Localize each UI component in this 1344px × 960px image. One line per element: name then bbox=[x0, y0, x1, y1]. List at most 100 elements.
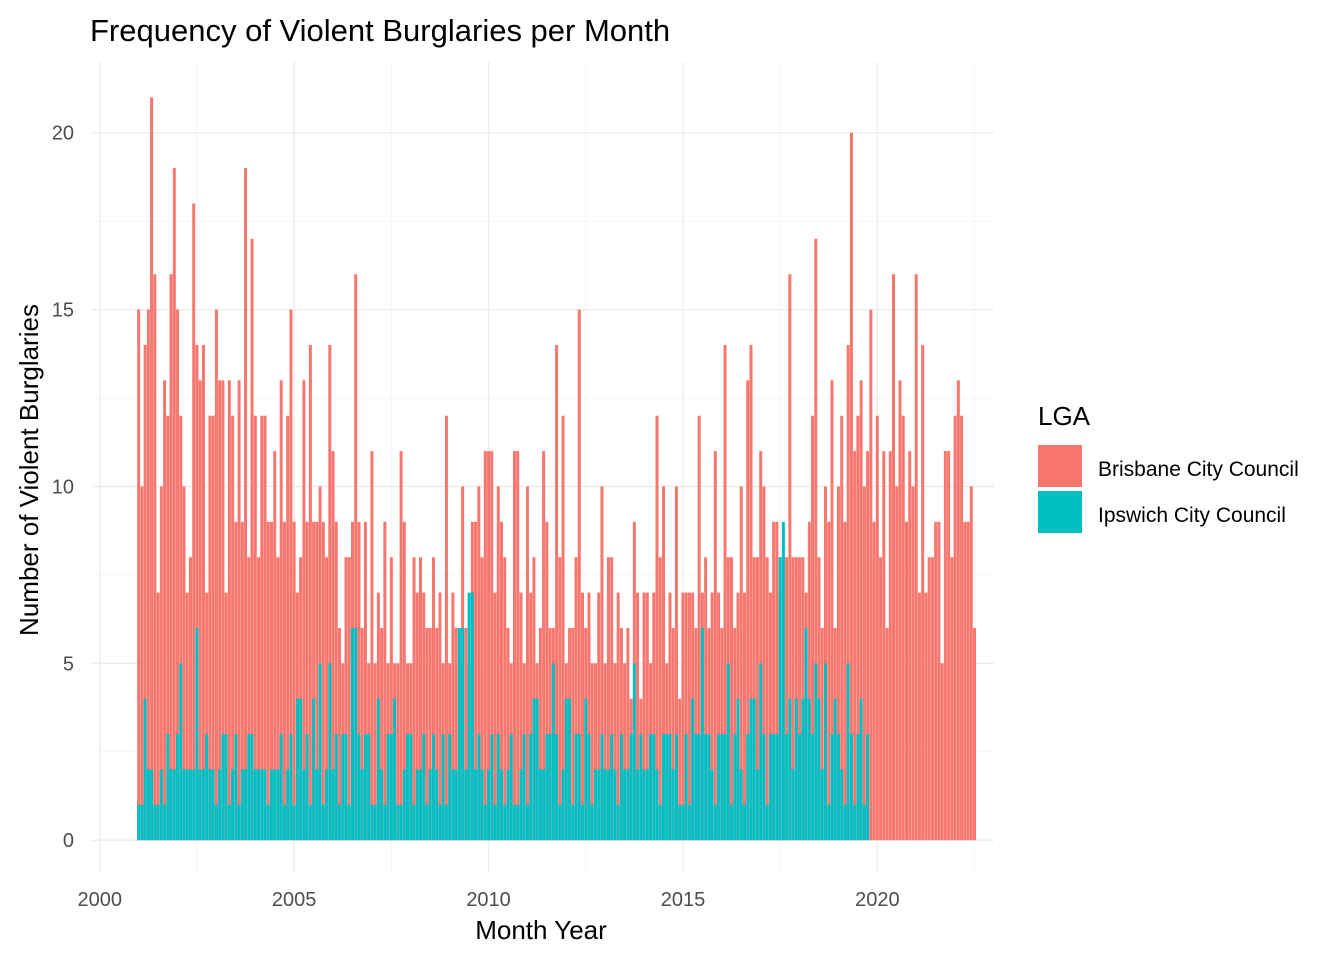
bar-brisbane bbox=[613, 663, 617, 841]
legend: LGA Brisbane City Council Ipswich City C… bbox=[1038, 401, 1299, 533]
bar-brisbane bbox=[146, 309, 150, 841]
bar-ipswich bbox=[788, 698, 792, 841]
bar-brisbane bbox=[759, 451, 763, 841]
bar-brisbane bbox=[655, 415, 659, 841]
bar-ipswich bbox=[684, 734, 688, 841]
bar-brisbane bbox=[483, 451, 487, 841]
bar-brisbane bbox=[176, 309, 180, 841]
bar-ipswich bbox=[143, 698, 147, 841]
bar-brisbane bbox=[555, 344, 559, 841]
bar-brisbane bbox=[237, 380, 241, 841]
bar-ipswich bbox=[590, 804, 594, 841]
legend-key-ipswich bbox=[1038, 491, 1082, 533]
bar-brisbane bbox=[402, 521, 406, 841]
bar-brisbane bbox=[856, 415, 860, 841]
bar-brisbane bbox=[581, 592, 584, 841]
bar-ipswich bbox=[483, 804, 487, 841]
bar-ipswich bbox=[412, 804, 416, 841]
bar-brisbane bbox=[969, 486, 973, 841]
bar-ipswich bbox=[862, 804, 866, 841]
bar-ipswich bbox=[227, 804, 231, 841]
bar-brisbane bbox=[730, 557, 734, 841]
bar-ipswich bbox=[137, 804, 141, 841]
bar-ipswich bbox=[704, 734, 708, 841]
bar-ipswich bbox=[658, 804, 662, 841]
bar-brisbane bbox=[593, 663, 597, 841]
bar-ipswich bbox=[629, 734, 633, 841]
bar-brisbane bbox=[150, 97, 154, 841]
bar-ipswich bbox=[146, 769, 150, 841]
bar-ipswich bbox=[240, 769, 244, 841]
bar-brisbane bbox=[875, 415, 879, 841]
bar-ipswich bbox=[376, 698, 380, 841]
bar-ipswich bbox=[623, 769, 627, 841]
bar-brisbane bbox=[768, 592, 772, 841]
bar-brisbane bbox=[610, 557, 614, 841]
bar-brisbane bbox=[908, 451, 912, 841]
bar-brisbane bbox=[849, 132, 853, 841]
bar-brisbane bbox=[166, 415, 170, 841]
bar-brisbane bbox=[937, 521, 941, 841]
bar-ipswich bbox=[798, 734, 802, 841]
bar-ipswich bbox=[357, 734, 361, 841]
bar-brisbane bbox=[616, 592, 620, 841]
bar-brisbane bbox=[882, 451, 886, 841]
bar-brisbane bbox=[419, 557, 423, 841]
bar-brisbane bbox=[282, 521, 286, 841]
bar-ipswich bbox=[224, 734, 228, 841]
bar-ipswich bbox=[665, 734, 669, 841]
bar-ipswich bbox=[762, 734, 766, 841]
bar-brisbane bbox=[710, 592, 714, 841]
bar-ipswich bbox=[801, 698, 805, 841]
chart-title: Frequency of Violent Burglaries per Mont… bbox=[90, 13, 670, 48]
bar-brisbane bbox=[500, 521, 504, 841]
bar-ipswich bbox=[312, 698, 316, 841]
bar-ipswich bbox=[441, 734, 445, 841]
bar-brisbane bbox=[879, 557, 883, 841]
bar-brisbane bbox=[619, 627, 623, 841]
bar-ipswich bbox=[717, 734, 721, 841]
bar-brisbane bbox=[143, 344, 147, 841]
bar-brisbane bbox=[671, 627, 675, 841]
bar-brisbane bbox=[260, 415, 264, 841]
bar-brisbane bbox=[840, 415, 844, 841]
bar-ipswich bbox=[198, 769, 202, 841]
bar-brisbane bbox=[182, 486, 186, 841]
bar-ipswich bbox=[451, 769, 455, 841]
bar-brisbane bbox=[487, 451, 491, 841]
legend-key-brisbane bbox=[1038, 445, 1082, 487]
bar-brisbane bbox=[811, 415, 815, 841]
bar-ipswich bbox=[295, 698, 299, 841]
bar-brisbane bbox=[911, 486, 915, 841]
y-axis-title: Number of Violent Burglaries bbox=[14, 304, 44, 636]
bar-brisbane bbox=[746, 380, 750, 841]
bar-ipswich bbox=[396, 804, 400, 841]
bar-ipswich bbox=[691, 698, 695, 841]
bar-ipswich bbox=[597, 769, 601, 841]
bar-brisbane bbox=[814, 238, 818, 841]
bar-ipswich bbox=[814, 663, 818, 841]
bar-ipswich bbox=[490, 734, 494, 841]
y-tick-label: 20 bbox=[52, 123, 74, 145]
bar-brisbane bbox=[357, 521, 361, 841]
bar-ipswich bbox=[140, 804, 144, 841]
bar-ipswich bbox=[558, 804, 562, 841]
bar-ipswich bbox=[512, 804, 516, 841]
bar-ipswich bbox=[428, 769, 432, 841]
bar-ipswich bbox=[159, 769, 163, 841]
bar-ipswich bbox=[519, 769, 523, 841]
bar-brisbane bbox=[642, 592, 646, 841]
bar-brisbane bbox=[571, 627, 575, 841]
bar-brisbane bbox=[548, 627, 552, 841]
bar-ipswich bbox=[755, 769, 759, 841]
bar-brisbane bbox=[600, 486, 604, 841]
bar-ipswich bbox=[282, 804, 286, 841]
bar-brisbane bbox=[545, 521, 549, 841]
bar-brisbane bbox=[305, 521, 309, 841]
bar-brisbane bbox=[765, 557, 769, 841]
bar-ipswich bbox=[276, 769, 280, 841]
bar-brisbane bbox=[713, 451, 717, 841]
bar-ipswich bbox=[367, 734, 371, 841]
bar-ipswich bbox=[176, 734, 180, 841]
bar-brisbane bbox=[798, 557, 802, 841]
